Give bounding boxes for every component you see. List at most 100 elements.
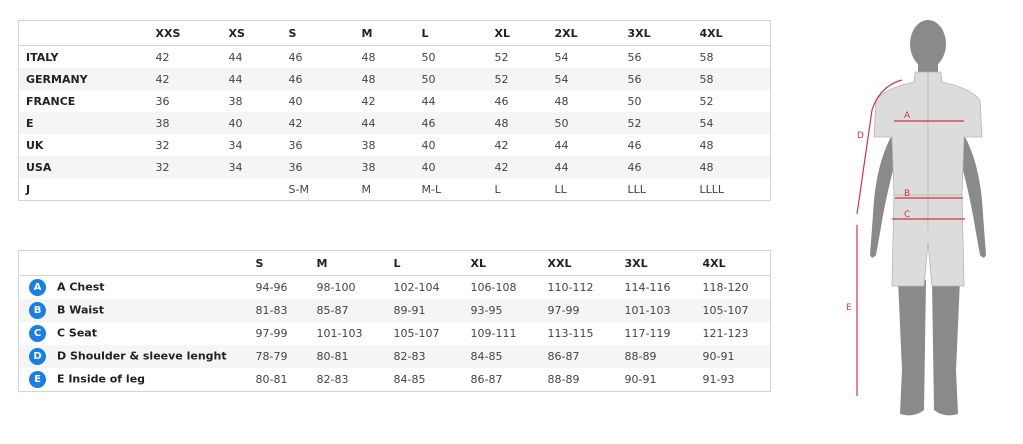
table-cell: 44: [221, 68, 282, 90]
table-cell: 50: [414, 68, 488, 90]
table-cell: 46: [281, 68, 355, 90]
table-cell: 82-83: [386, 345, 464, 368]
table-cell: LLL: [627, 182, 646, 196]
table-cell: 84-85: [393, 373, 426, 386]
row-label: C Seat: [57, 326, 97, 340]
measurement-badge-icon: D: [29, 348, 46, 365]
table-cell: 48: [354, 68, 415, 90]
table-row: FRANCE 36 38 40 42 44 46 48 50 52: [19, 90, 771, 112]
label-b: B: [904, 189, 910, 199]
table-row: J S-M M M-L L LL LLL LLLL: [19, 178, 771, 201]
column-header: [18, 250, 249, 276]
table-cell: 48: [692, 156, 771, 178]
table-cell: 44: [554, 138, 569, 152]
table-cell: 44: [547, 156, 621, 178]
table-row: C C Seat 97-99 101-103 105-107 109-111 113-115…: [19, 322, 771, 345]
column-header: XS: [221, 20, 282, 46]
table-cell: 50: [547, 112, 621, 134]
table-cell: 113-115: [547, 327, 594, 340]
table-cell: 54: [554, 50, 569, 64]
body-silhouette: [870, 20, 986, 416]
table-cell: 40: [421, 138, 436, 152]
table-cell: 50: [627, 94, 642, 108]
column-header: 3XL: [617, 250, 696, 276]
row-label-cell: E: [18, 112, 149, 134]
label-e: E: [846, 303, 852, 313]
table-cell: 85-87: [309, 299, 387, 322]
table-cell: 86-87: [470, 373, 503, 386]
row-label-cell: A A Chest: [19, 276, 249, 300]
table-cell: 46: [414, 112, 488, 134]
table-cell: 90-91: [624, 373, 657, 386]
table-row: GERMANY 42 44 46 48 50 52 54 56 58: [18, 68, 771, 90]
column-header: M: [309, 250, 387, 276]
table-cell: 50: [421, 50, 436, 64]
column-header: XXS: [148, 20, 222, 46]
table-cell: 40: [414, 156, 488, 178]
table-cell: S-M: [288, 182, 309, 196]
table-cell: 56: [620, 68, 693, 90]
table-cell: 44: [421, 94, 436, 108]
row-label-cell: B B Waist: [18, 299, 249, 322]
table-cell: 102-104: [393, 281, 440, 294]
body-measurements-table: S M L XL XXL 3XL 4XL A A Chest 94-96 98-100 102-104…: [18, 250, 771, 392]
table-cell: 38: [361, 138, 376, 152]
table-cell: 88-89: [547, 373, 580, 386]
column-header: L: [414, 20, 488, 46]
table-cell: 34: [221, 156, 282, 178]
table-cell: 101-103: [617, 299, 696, 322]
table-cell: 98-100: [316, 281, 356, 294]
table-cell: 110-112: [547, 281, 594, 294]
body-measurement-figure: A B C D E: [846, 20, 986, 416]
table-cell: 38: [148, 112, 222, 134]
row-label-cell: ITALY: [19, 46, 149, 69]
row-label: E: [26, 116, 34, 130]
column-header: S: [281, 20, 355, 46]
table-cell: 105-107: [393, 327, 440, 340]
column-header: 2XL: [547, 20, 621, 46]
table-cell: 117-119: [624, 327, 671, 340]
table-row: UK 32 34 36 38 40 42 44 46 48: [19, 134, 771, 156]
row-label: B Waist: [57, 303, 104, 317]
row-label-cell: E E Inside of leg: [19, 368, 249, 392]
table-cell: 80-81: [255, 373, 288, 386]
row-label: ITALY: [26, 50, 59, 64]
table-cell: 58: [692, 68, 771, 90]
table-cell: 40: [288, 94, 303, 108]
table-cell: 105-107: [695, 299, 771, 322]
table-cell: 93-95: [463, 299, 541, 322]
measurement-lines: [856, 79, 965, 396]
table-cell: 48: [361, 50, 376, 64]
table-cell: 54: [547, 68, 621, 90]
table-cell: LLLL: [699, 182, 725, 196]
measurement-badge-icon: E: [29, 371, 46, 388]
column-header: 4XL: [695, 250, 771, 276]
row-label-cell: USA: [18, 156, 149, 178]
table-cell: M-L: [421, 182, 442, 196]
table-cell: 38: [228, 94, 243, 108]
table-cell: 46: [288, 50, 303, 64]
table-cell: 52: [494, 50, 509, 64]
column-header: L: [386, 250, 464, 276]
row-label: UK: [26, 138, 44, 152]
table-cell: M: [361, 182, 372, 196]
table-cell: 34: [228, 138, 243, 152]
size-conversion-table: XXS XS S M L XL 2XL 3XL 4XL ITALY 42 44 46 48 50 52 54 56…: [18, 20, 771, 201]
table-cell: 46: [620, 156, 693, 178]
table-cell: 42: [281, 112, 355, 134]
column-header: M: [354, 20, 415, 46]
table-cell: 82-83: [316, 373, 349, 386]
column-header: [18, 20, 149, 46]
row-label: E Inside of leg: [57, 372, 146, 386]
measurement-badge-icon: B: [29, 302, 46, 319]
table-row: E 38 40 42 44 46 48 50 52 54: [18, 112, 771, 134]
row-label: A Chest: [57, 280, 105, 294]
table-cell: 101-103: [316, 327, 363, 340]
table-cell: 40: [221, 112, 282, 134]
table-cell: 78-79: [248, 345, 310, 368]
table-cell: 52: [487, 68, 548, 90]
table-cell: LL: [554, 182, 567, 196]
table-cell: 42: [148, 68, 222, 90]
table-cell: 106-108: [470, 281, 517, 294]
row-label-cell: J: [19, 178, 149, 201]
